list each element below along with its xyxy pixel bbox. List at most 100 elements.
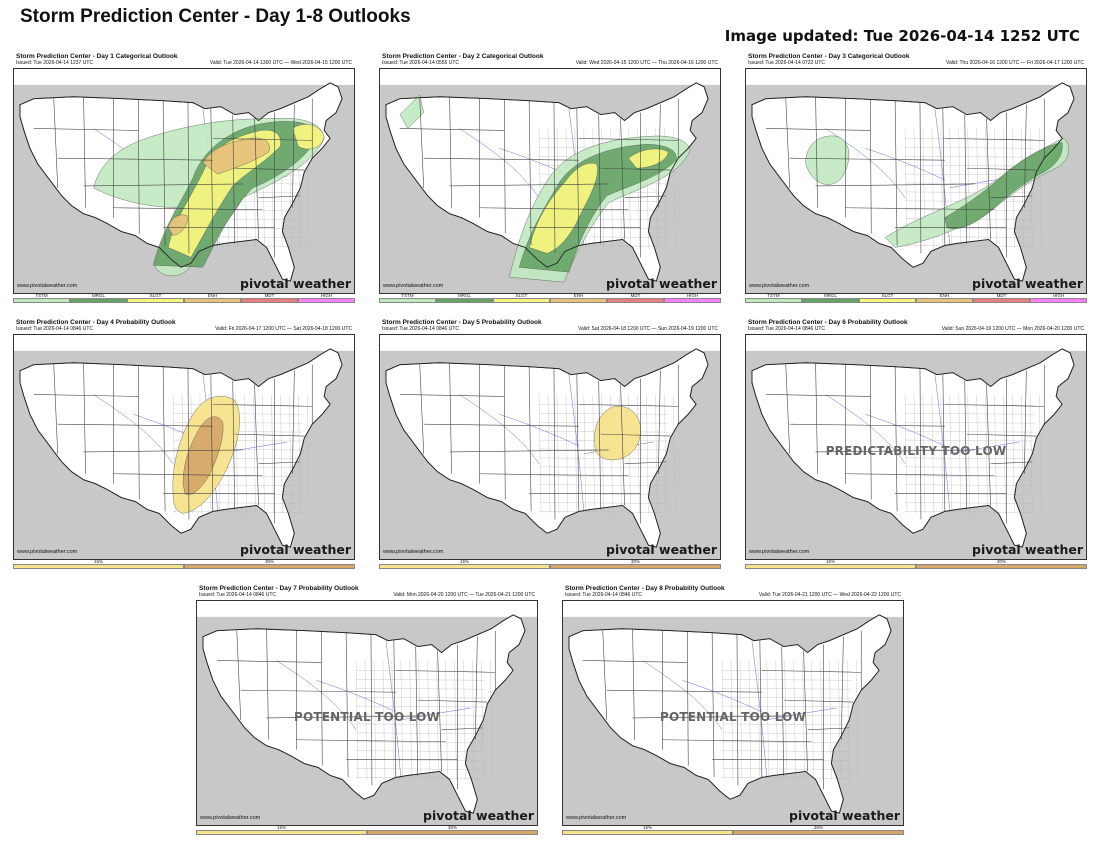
county-line: [856, 660, 859, 780]
panel-valid: Valid: Sun 2026-04-19 1200 UTC — Mon 202…: [941, 326, 1084, 332]
county-line: [905, 413, 1035, 415]
risk-area: [202, 137, 270, 175]
panel-issued: Issued: Tue 2026-04-14 0846 UTC: [382, 326, 459, 332]
outlook-panel-day-3[interactable]: Storm Prediction Center - Day 3 Categori…: [745, 52, 1087, 320]
county-line: [905, 457, 1035, 460]
county-line: [722, 679, 852, 681]
state-line: [781, 646, 784, 776]
conus-basemap: [563, 601, 903, 825]
outlook-map[interactable]: [745, 334, 1087, 560]
state-line: [964, 114, 967, 244]
legend-swatch: HIGH: [664, 293, 721, 303]
state-line: [345, 632, 349, 778]
county-line: [539, 484, 669, 486]
state-line: [662, 739, 812, 743]
outlook-panel-day-8[interactable]: Storm Prediction Center - Day 8 Probabil…: [562, 584, 904, 850]
outlook-map[interactable]: [196, 600, 538, 826]
legend-swatch: 30%: [550, 559, 721, 569]
county-line: [722, 732, 852, 734]
county-line: [356, 696, 486, 699]
legend-swatch: ENH: [550, 293, 607, 303]
risk-area: [944, 142, 1063, 229]
pivotal-weather-logo: pivotal weather: [789, 808, 900, 823]
legend-label: TSTM: [35, 293, 48, 298]
site-url: www.pivotalweather.com: [17, 283, 78, 289]
state-line: [254, 118, 259, 240]
state-line: [113, 473, 263, 477]
state-line: [503, 365, 506, 500]
state-line: [598, 380, 601, 510]
outlook-map[interactable]: [13, 68, 355, 294]
state-line: [449, 449, 609, 453]
state-line: [187, 102, 190, 254]
county-line: [905, 511, 1035, 513]
state-lines: [765, 362, 1045, 524]
risk-area: [628, 148, 669, 169]
outlook-panel-day-4[interactable]: Storm Prediction Center - Day 4 Probabil…: [13, 318, 355, 586]
panel-valid: Valid: Fri 2026-04-17 1200 UTC — Sat 202…: [215, 326, 352, 332]
county-line: [722, 688, 852, 690]
legend-label: MRGL: [91, 293, 105, 298]
risk-areas: [805, 135, 1069, 248]
outlook-panel-day-1[interactable]: Storm Prediction Center - Day 1 Categori…: [13, 52, 355, 320]
legend-label: 30%: [447, 825, 457, 830]
image-updated-timestamp: Image updated: Tue 2026-04-14 1252 UTC: [724, 27, 1080, 45]
outlook-panel-day-6[interactable]: Storm Prediction Center - Day 6 Probabil…: [745, 318, 1087, 586]
state-line: [441, 727, 484, 731]
legend-swatch: TSTM: [745, 293, 802, 303]
state-line: [759, 640, 763, 778]
county-line: [307, 394, 310, 514]
conus-basemap: [380, 335, 720, 559]
state-line: [212, 404, 313, 407]
probability-legend: 15% 30%: [379, 559, 721, 569]
outlook-panel-day-2[interactable]: Storm Prediction Center - Day 2 Categori…: [379, 52, 721, 320]
panel-issued: Issued: Tue 2026-04-14 0846 UTC: [199, 592, 276, 598]
state-line: [942, 108, 946, 246]
outlook-map[interactable]: [745, 68, 1087, 294]
outlook-map[interactable]: [13, 334, 355, 560]
legend-label: HIGH: [1052, 293, 1065, 298]
panel-issued: Issued: Tue 2026-04-14 0846 UTC: [748, 326, 825, 332]
state-line: [370, 634, 373, 786]
potential-notice: POTENTIAL TOO LOW: [659, 710, 806, 724]
state-line: [399, 394, 505, 397]
outlook-map[interactable]: [379, 68, 721, 294]
state-line: [582, 660, 688, 663]
conus-basemap: [14, 69, 354, 293]
state-line: [986, 384, 991, 506]
state-line: [803, 650, 808, 772]
state-line: [234, 167, 305, 171]
legend-swatch: ENH: [916, 293, 973, 303]
state-line: [162, 366, 166, 512]
river: [499, 414, 579, 447]
legend-swatch: 15%: [379, 559, 550, 569]
category-legend: TSTM MRGL SLGT ENH MDT HIGH: [745, 293, 1087, 303]
state-line: [113, 207, 263, 211]
legend-label: HIGH: [686, 293, 699, 298]
state-line: [807, 727, 850, 731]
state-line: [475, 636, 478, 740]
state-lines: [399, 362, 679, 524]
state-line: [292, 104, 295, 208]
state-line: [553, 368, 556, 520]
state-line: [815, 183, 975, 187]
outlook-panel-day-5[interactable]: Storm Prediction Center - Day 5 Probabil…: [379, 318, 721, 586]
site-url: www.pivotalweather.com: [383, 549, 444, 555]
state-line: [417, 699, 488, 703]
outlook-map[interactable]: [379, 334, 721, 560]
legend-swatch: SLGT: [859, 293, 916, 303]
potential-notice: POTENTIAL TOO LOW: [293, 710, 440, 724]
county-line: [539, 466, 669, 468]
legend-swatch: TSTM: [13, 293, 70, 303]
river: [316, 680, 396, 713]
outlook-map[interactable]: [562, 600, 904, 826]
state-line: [620, 118, 625, 240]
panel-title: Storm Prediction Center - Day 3 Categori…: [748, 53, 910, 60]
state-line: [503, 99, 506, 234]
state-line: [419, 98, 425, 188]
state-line: [632, 628, 635, 740]
panel-valid: Valid: Tue 2026-04-14 1300 UTC — Wed 202…: [209, 60, 352, 66]
outlook-panel-day-7[interactable]: Storm Prediction Center - Day 7 Probabil…: [196, 584, 538, 850]
probability-legend: 15% 30%: [562, 825, 904, 835]
pivotal-weather-logo: pivotal weather: [240, 542, 351, 557]
